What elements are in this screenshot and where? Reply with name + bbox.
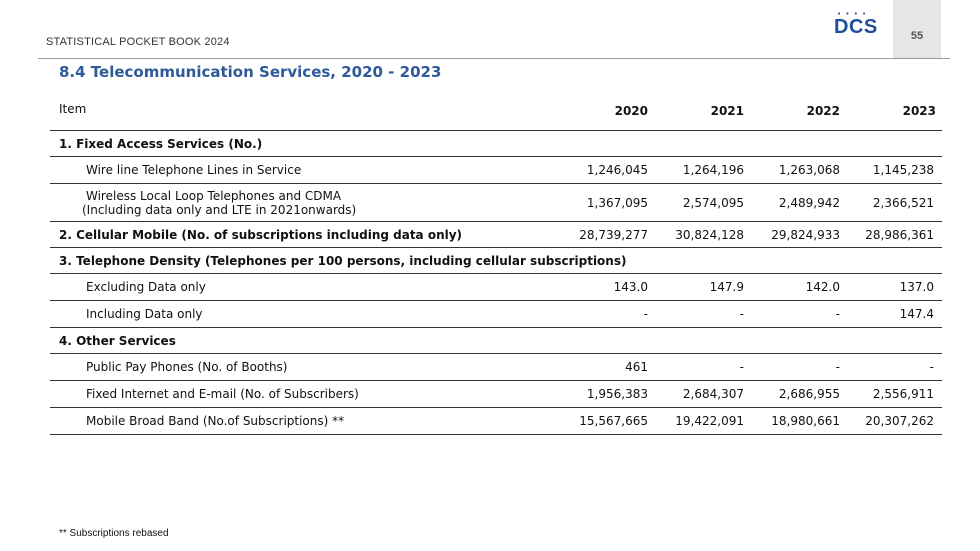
table-row-cellular: 2. Cellular Mobile (No. of subscriptions… bbox=[50, 222, 942, 248]
table-row: Fixed Internet and E-mail (No. of Subscr… bbox=[50, 381, 942, 408]
cell-2023: - bbox=[929, 360, 934, 374]
cell-2023: 147.4 bbox=[899, 307, 934, 321]
row-label: Mobile Broad Band (No.of Subscriptions) … bbox=[86, 414, 345, 428]
page-number-box: 55 bbox=[893, 0, 941, 58]
cell-2022: - bbox=[835, 360, 840, 374]
footnote: ** Subscriptions rebased bbox=[59, 528, 169, 539]
column-header-2021: 2021 bbox=[710, 104, 744, 118]
section-row-other: 4. Other Services bbox=[50, 328, 942, 354]
cell-2020: 1,956,383 bbox=[586, 387, 648, 401]
cell-2021: - bbox=[739, 360, 744, 374]
cell-2020: - bbox=[643, 307, 648, 321]
row-label: Excluding Data only bbox=[86, 280, 206, 294]
column-header-2020: 2020 bbox=[614, 104, 648, 118]
cell-2020: 461 bbox=[625, 360, 648, 374]
page-number: 55 bbox=[910, 30, 924, 42]
table-row: Mobile Broad Band (No.of Subscriptions) … bbox=[50, 408, 942, 435]
cell-2022: 1,263,068 bbox=[778, 163, 840, 177]
section-row-fixed: 1. Fixed Access Services (No.) bbox=[50, 131, 942, 157]
cell-2020: 1,246,045 bbox=[586, 163, 648, 177]
cell-2021: 19,422,091 bbox=[675, 414, 744, 428]
cell-2023: 2,366,521 bbox=[872, 195, 934, 210]
cell-2021: 1,264,196 bbox=[682, 163, 744, 177]
row-label-line1: Wireless Local Loop Telephones and CDMA bbox=[86, 188, 342, 203]
cell-2021: 2,574,095 bbox=[682, 195, 744, 210]
cell-2020: 143.0 bbox=[613, 280, 648, 294]
book-title: STATISTICAL POCKET BOOK 2024 bbox=[46, 36, 230, 48]
cell-2023: 2,556,911 bbox=[872, 387, 934, 401]
row-label: Wire line Telephone Lines in Service bbox=[86, 163, 302, 177]
row-label: Public Pay Phones (No. of Booths) bbox=[86, 360, 288, 374]
row-label-line2: (Including data only and LTE in 2021onwa… bbox=[82, 202, 357, 217]
cell-2022: 142.0 bbox=[805, 280, 840, 294]
cell-2022: 18,980,661 bbox=[771, 414, 840, 428]
cell-2023: 137.0 bbox=[899, 280, 934, 294]
telecom-table: Item 2020 2021 2022 2023 1. Fixed Access… bbox=[50, 92, 942, 435]
row-label: 2. Cellular Mobile (No. of subscriptions… bbox=[59, 227, 463, 242]
cell-2020: 1,367,095 bbox=[586, 195, 648, 210]
header-divider bbox=[38, 58, 950, 59]
table-row: Excluding Data only 143.0 147.9 142.0 13… bbox=[50, 274, 942, 301]
cell-2023: 1,145,238 bbox=[872, 163, 934, 177]
column-header-2023: 2023 bbox=[902, 104, 936, 118]
section-title: 8.4 Telecommunication Services, 2020 - 2… bbox=[59, 63, 442, 81]
row-label: Including Data only bbox=[86, 307, 203, 321]
row-label: Fixed Internet and E-mail (No. of Subscr… bbox=[86, 387, 359, 401]
table-row: Including Data only - - - 147.4 bbox=[50, 301, 942, 328]
section-row-density: 3. Telephone Density (Telephones per 100… bbox=[50, 248, 942, 274]
table-row: Wireless Local Loop Telephones and CDMA … bbox=[50, 184, 942, 222]
table-row: Wire line Telephone Lines in Service 1,2… bbox=[50, 157, 942, 184]
cell-2021: 30,824,128 bbox=[675, 227, 744, 242]
cell-2021: - bbox=[739, 307, 744, 321]
cell-2021: 147.9 bbox=[709, 280, 744, 294]
table-header-row: Item 2020 2021 2022 2023 bbox=[50, 92, 942, 131]
cell-2020: 28,739,277 bbox=[579, 227, 648, 242]
cell-2022: - bbox=[835, 307, 840, 321]
cell-2022: 2,489,942 bbox=[778, 195, 840, 210]
section-label: 1. Fixed Access Services (No.) bbox=[59, 136, 263, 151]
cell-2022: 29,824,933 bbox=[771, 227, 840, 242]
section-label: 3. Telephone Density (Telephones per 100… bbox=[59, 253, 627, 268]
cell-2022: 2,686,955 bbox=[778, 387, 840, 401]
cell-2020: 15,567,665 bbox=[579, 414, 648, 428]
logo-dots-icon: • • • • bbox=[837, 10, 868, 18]
cell-2023: 28,986,361 bbox=[865, 227, 934, 242]
table-row: Public Pay Phones (No. of Booths) 461 - … bbox=[50, 354, 942, 381]
section-label: 4. Other Services bbox=[59, 333, 176, 348]
column-header-item: Item bbox=[59, 101, 87, 116]
cell-2021: 2,684,307 bbox=[682, 387, 744, 401]
column-header-2022: 2022 bbox=[806, 104, 840, 118]
cell-2023: 20,307,262 bbox=[865, 414, 934, 428]
logo-text: DCS bbox=[834, 16, 878, 38]
dcs-logo: • • • • DCS bbox=[834, 10, 878, 42]
row-label: Wireless Local Loop Telephones and CDMA … bbox=[50, 184, 556, 222]
